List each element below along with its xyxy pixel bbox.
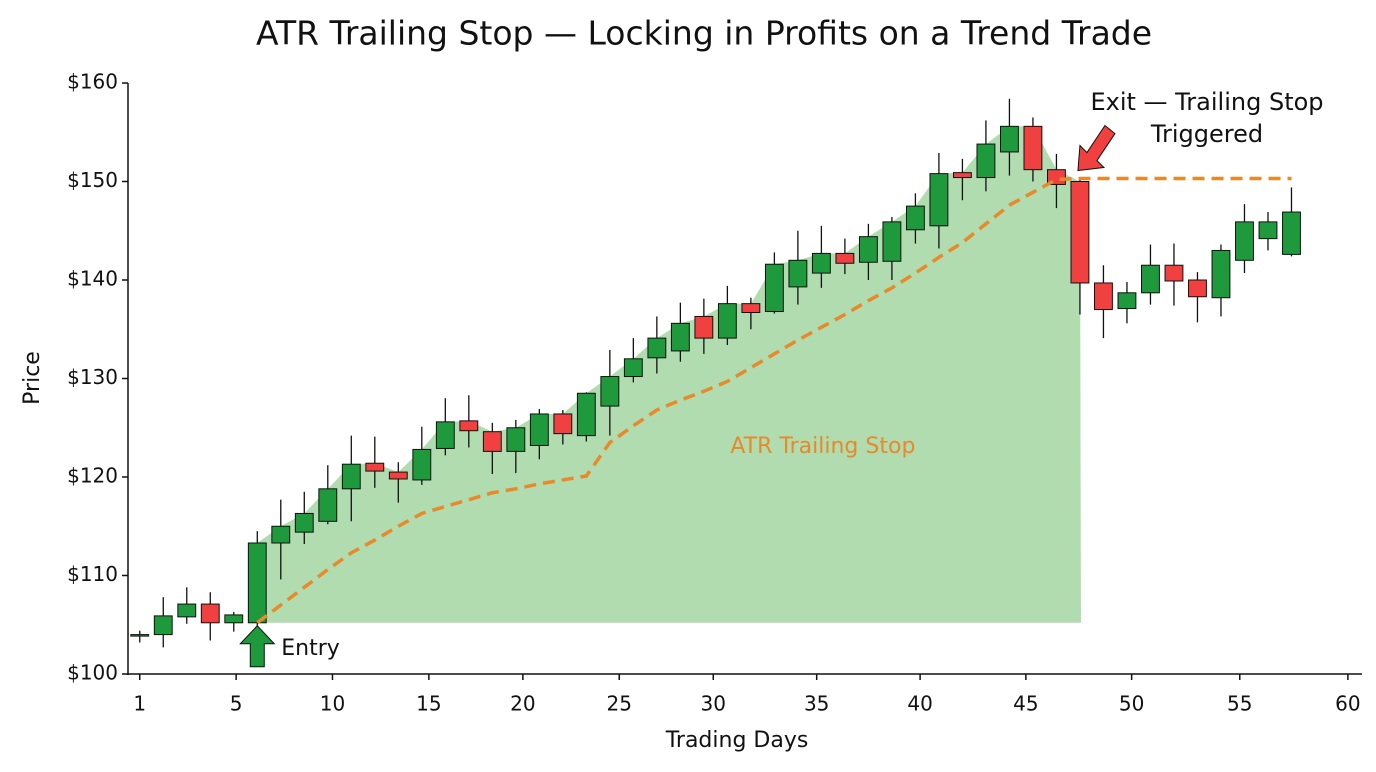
candle-body — [247, 542, 267, 624]
candle-body — [1117, 292, 1137, 310]
y-tick-label: $100 — [67, 661, 118, 685]
x-tick-label: 35 — [804, 692, 829, 716]
candle-body — [858, 236, 878, 263]
y-tick-label: $130 — [67, 365, 118, 389]
candle-body — [1282, 211, 1301, 255]
y-axis-title: Price — [20, 351, 45, 405]
candle-body — [694, 315, 714, 339]
x-tick-label: 20 — [510, 692, 535, 716]
entry-arrow — [239, 625, 276, 668]
candle-body — [318, 488, 338, 522]
candle-body — [506, 427, 526, 452]
candle-body — [623, 358, 643, 378]
candle-body — [200, 603, 220, 624]
candle-body — [835, 252, 855, 264]
candle-body — [1023, 125, 1043, 171]
chart-title: ATR Trailing Stop — Locking in Profits o… — [256, 14, 1152, 53]
candle-body — [553, 413, 573, 435]
x-tick-label: 10 — [320, 692, 345, 716]
candle-body — [482, 431, 502, 452]
candle-body — [882, 221, 902, 262]
candle-body — [741, 303, 761, 314]
profit-area — [254, 126, 1081, 623]
candle-body — [365, 462, 385, 472]
candle-body — [1094, 282, 1113, 311]
candle-body — [130, 634, 150, 637]
trailing-stop-line — [256, 176, 1292, 625]
y-tick-label: $140 — [67, 267, 118, 291]
candle-body — [952, 172, 972, 179]
x-tick-label: 55 — [1227, 692, 1252, 716]
y-tick-label: $120 — [67, 464, 118, 488]
candle-body — [1164, 264, 1184, 282]
candle-body — [1235, 221, 1254, 261]
candle-body — [1188, 279, 1207, 298]
candle-body — [929, 173, 949, 227]
candle-body — [647, 337, 667, 359]
x-tick-label: 1 — [133, 692, 146, 716]
candle-body — [271, 525, 291, 544]
candle-body — [388, 471, 408, 480]
candle-body — [1211, 249, 1231, 299]
candle-body — [459, 420, 479, 432]
candle-body — [341, 463, 361, 490]
x-tick-label: 25 — [607, 692, 632, 716]
candle-body — [976, 143, 996, 179]
y-tick-label: $150 — [67, 168, 118, 192]
candle-body — [717, 303, 737, 339]
y-tick-label: $110 — [67, 562, 118, 586]
candle-body — [999, 125, 1019, 153]
x-tick-label: 5 — [230, 692, 243, 716]
candle-body — [224, 614, 244, 624]
candle-body — [905, 205, 925, 231]
x-tick-label: 50 — [1119, 692, 1144, 716]
exit-arrow — [1077, 124, 1116, 172]
candle-body — [1141, 264, 1160, 294]
x-tick-label: 45 — [1013, 692, 1038, 716]
candle-body — [153, 615, 173, 636]
candle-body — [811, 252, 831, 274]
candle-body — [294, 512, 314, 533]
x-tick-label: 15 — [416, 692, 441, 716]
x-tick-label: 30 — [701, 692, 726, 716]
candle-body — [435, 421, 455, 449]
candle-body — [177, 603, 197, 618]
entry-label: Entry — [281, 636, 340, 661]
candle-body — [412, 448, 432, 481]
trailing-stop-label: ATR Trailing Stop — [730, 434, 915, 459]
exit-label: Exit — Trailing Stop — [1090, 88, 1323, 116]
candle-body — [788, 259, 808, 288]
x-tick-label: 60 — [1335, 692, 1360, 716]
candle-body — [576, 392, 596, 437]
x-axis-title: Trading Days — [665, 728, 809, 753]
exit-label: Triggered — [1150, 120, 1263, 148]
candle-body — [600, 376, 620, 407]
candle-body — [529, 413, 549, 446]
candle-body — [764, 263, 784, 313]
x-tick-label: 40 — [907, 692, 932, 716]
candle-body — [1070, 181, 1090, 284]
candle-body — [670, 322, 690, 352]
y-tick-label: $160 — [67, 70, 118, 94]
candle-body — [1258, 221, 1278, 240]
